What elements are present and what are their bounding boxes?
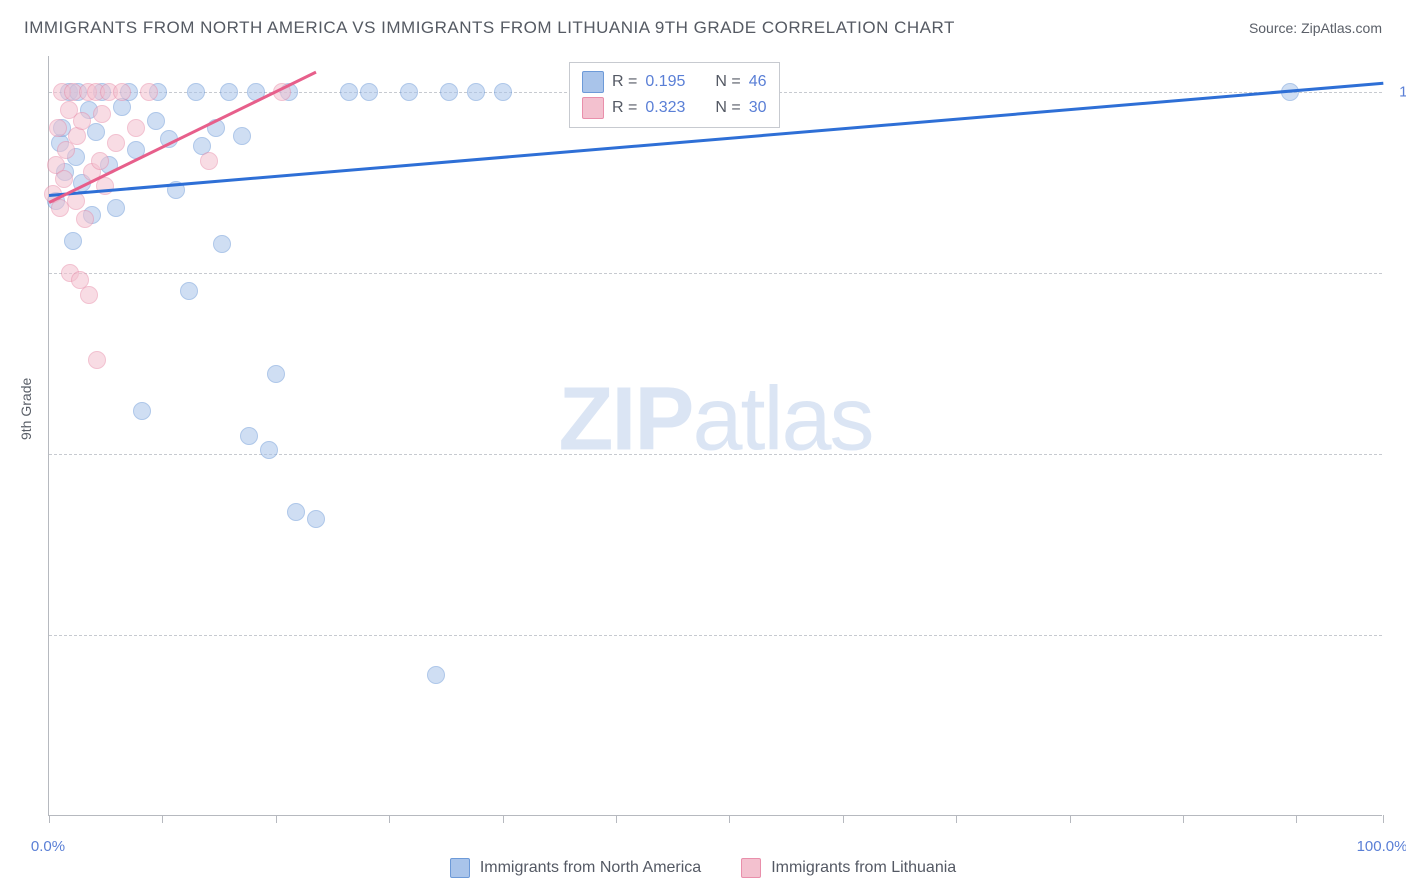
scatter-point: [287, 503, 305, 521]
scatter-point: [494, 83, 512, 101]
legend-swatch: [450, 858, 470, 878]
watermark: ZIPatlas: [558, 369, 872, 472]
scatter-point: [360, 83, 378, 101]
xtick: [956, 815, 957, 823]
scatter-point: [96, 177, 114, 195]
ytick-label: 90.0%: [1390, 446, 1406, 463]
scatter-point: [49, 119, 67, 137]
ytick-label: 95.0%: [1390, 265, 1406, 282]
scatter-point: [427, 666, 445, 684]
xtick: [1070, 815, 1071, 823]
xtick: [276, 815, 277, 823]
scatter-point: [147, 112, 165, 130]
scatter-point: [187, 83, 205, 101]
xtick: [162, 815, 163, 823]
scatter-point: [233, 127, 251, 145]
xtick: [729, 815, 730, 823]
n-value: 46: [749, 73, 767, 91]
scatter-point: [440, 83, 458, 101]
ytick-label: 100.0%: [1390, 84, 1406, 101]
gridline: [49, 273, 1382, 274]
scatter-point: [88, 351, 106, 369]
scatter-point: [213, 235, 231, 253]
bottom-legend: Immigrants from North America Immigrants …: [0, 858, 1406, 878]
chart-title: IMMIGRANTS FROM NORTH AMERICA VS IMMIGRA…: [24, 18, 955, 38]
xtick: [843, 815, 844, 823]
r-value: 0.323: [645, 99, 685, 117]
xtick: [503, 815, 504, 823]
scatter-point: [107, 134, 125, 152]
scatter-point: [467, 83, 485, 101]
gridline: [49, 635, 1382, 636]
scatter-point: [113, 83, 131, 101]
xtick: [389, 815, 390, 823]
scatter-point: [91, 152, 109, 170]
xtick-label: 0.0%: [31, 838, 65, 855]
ytick-label: 85.0%: [1390, 627, 1406, 644]
xtick: [1183, 815, 1184, 823]
title-row: IMMIGRANTS FROM NORTH AMERICA VS IMMIGRA…: [0, 0, 1406, 46]
stats-legend: R = 0.195 N = 46 R = 0.323 N = 30: [569, 62, 780, 128]
scatter-point: [55, 170, 73, 188]
xtick: [1296, 815, 1297, 823]
scatter-point: [107, 199, 125, 217]
scatter-point: [64, 232, 82, 250]
legend-label: Immigrants from Lithuania: [771, 859, 956, 877]
bottom-legend-item: Immigrants from Lithuania: [741, 858, 956, 878]
stats-legend-row: R = 0.323 N = 30: [582, 95, 767, 121]
scatter-point: [220, 83, 238, 101]
scatter-point: [340, 83, 358, 101]
scatter-point: [73, 112, 91, 130]
r-label: R =: [612, 99, 637, 117]
scatter-point: [140, 83, 158, 101]
scatter-point: [200, 152, 218, 170]
gridline: [49, 454, 1382, 455]
scatter-point: [133, 402, 151, 420]
scatter-point: [127, 119, 145, 137]
r-value: 0.195: [645, 73, 685, 91]
xtick: [616, 815, 617, 823]
source-label: Source: ZipAtlas.com: [1249, 20, 1382, 36]
legend-swatch: [582, 71, 604, 93]
n-value: 30: [749, 99, 767, 117]
scatter-point: [307, 510, 325, 528]
scatter-point: [240, 427, 258, 445]
scatter-point: [260, 441, 278, 459]
legend-swatch: [741, 858, 761, 878]
xtick: [1383, 815, 1384, 823]
scatter-point: [267, 365, 285, 383]
scatter-point: [93, 105, 111, 123]
legend-swatch: [582, 97, 604, 119]
xtick: [49, 815, 50, 823]
scatter-point: [400, 83, 418, 101]
bottom-legend-item: Immigrants from North America: [450, 858, 701, 878]
n-label: N =: [715, 73, 740, 91]
n-label: N =: [715, 99, 740, 117]
scatter-point: [180, 282, 198, 300]
r-label: R =: [612, 73, 637, 91]
legend-label: Immigrants from North America: [480, 859, 701, 877]
xtick-label: 100.0%: [1357, 838, 1406, 855]
y-axis-label: 9th Grade: [18, 378, 34, 440]
scatter-point: [80, 286, 98, 304]
chart-area: ZIPatlas 85.0%90.0%95.0%100.0%R =0.195N …: [48, 56, 1382, 816]
stats-legend-row: R = 0.195 N = 46: [582, 69, 767, 95]
scatter-point: [76, 210, 94, 228]
